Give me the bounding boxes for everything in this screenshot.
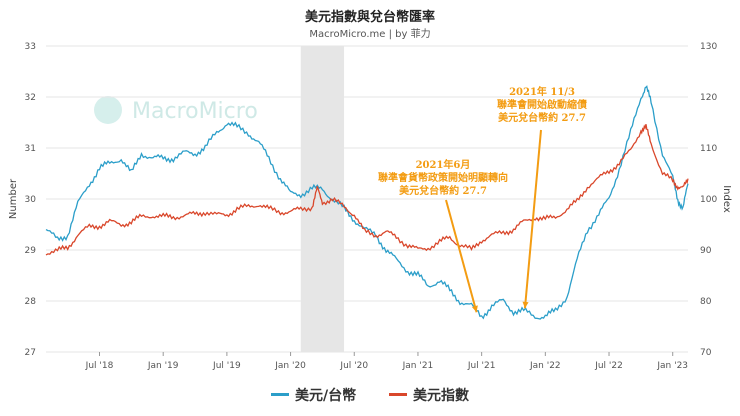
left-axis-label: Number xyxy=(8,178,19,219)
series-line-twd xyxy=(45,85,689,320)
left-tick-label: 31 xyxy=(25,144,36,154)
x-tick-label: Jul '20 xyxy=(339,361,368,371)
legend: 美元/台幣 美元指數 xyxy=(0,384,740,405)
legend-label-twd: 美元/台幣 xyxy=(295,387,357,404)
annotation-1-arrow xyxy=(445,199,478,313)
chart-title: 美元指數與兌台幣匯率 xyxy=(304,10,435,25)
right-tick-label: 100 xyxy=(700,195,717,205)
legend-item-twd[interactable]: 美元/台幣 xyxy=(271,385,356,405)
right-tick-label: 80 xyxy=(700,297,712,307)
right-tick-label: 90 xyxy=(700,246,712,256)
annotation-2-arrowhead xyxy=(522,301,529,309)
left-tick-label: 29 xyxy=(25,246,37,256)
left-tick-label: 33 xyxy=(25,42,36,52)
annotation-2-line-3: 美元兌台幣約 27.7 xyxy=(498,111,586,124)
x-tick-label: Jan '19 xyxy=(147,361,179,371)
x-tick-label: Jul '18 xyxy=(85,361,114,371)
right-tick-label: 70 xyxy=(700,348,712,358)
right-axis-label: Index xyxy=(721,185,732,213)
right-tick-label: 130 xyxy=(700,42,717,52)
series-line-dxy xyxy=(45,124,689,256)
x-tick-label: Jan '23 xyxy=(656,361,688,371)
annotation-2-line-2: 聯準會開始啟動縮債 xyxy=(497,98,587,111)
right-tick-label: 120 xyxy=(700,93,717,103)
left-tick-label: 32 xyxy=(25,93,36,103)
right-tick-label: 110 xyxy=(700,144,717,154)
annotation-2-line-1: 2021年 11/3 xyxy=(509,85,575,98)
left-tick-label: 28 xyxy=(25,297,37,307)
chart-subtitle: MacroMicro.me | by 菲力 xyxy=(309,29,431,40)
left-tick-label: 27 xyxy=(25,348,36,358)
x-tick-label: Jul '22 xyxy=(594,361,623,371)
legend-swatch-dxy xyxy=(389,393,407,396)
annotation-1-arrowhead xyxy=(471,305,478,313)
legend-swatch-twd xyxy=(271,393,289,396)
annotation-1-line-2: 聯準會貨幣政策開始明顯轉向 xyxy=(378,171,508,184)
x-tick-label: Jan '22 xyxy=(529,361,561,371)
macromicro-logo-icon xyxy=(94,96,122,124)
annotation-1-line-3: 美元兌台幣約 27.7 xyxy=(399,184,487,197)
x-tick-label: Jul '19 xyxy=(212,361,241,371)
annotation-1-line-1: 2021年6月 xyxy=(416,158,471,171)
legend-item-dxy[interactable]: 美元指數 xyxy=(389,385,469,405)
annotation-2-arrow xyxy=(523,129,542,309)
legend-label-dxy: 美元指數 xyxy=(413,387,469,404)
watermark: MacroMicro xyxy=(132,99,258,124)
x-tick-label: Jul '21 xyxy=(467,361,496,371)
x-tick-label: Jan '20 xyxy=(274,361,306,371)
left-tick-label: 30 xyxy=(25,195,37,205)
x-tick-label: Jan '21 xyxy=(402,361,434,371)
